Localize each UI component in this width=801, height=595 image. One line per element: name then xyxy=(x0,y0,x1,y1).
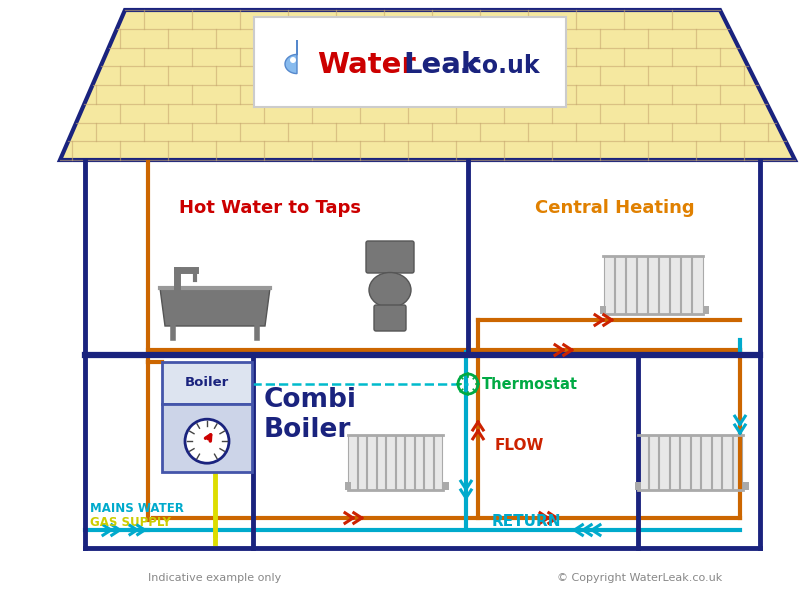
Bar xyxy=(648,256,658,314)
Bar xyxy=(367,434,376,490)
Bar xyxy=(743,481,748,490)
Bar xyxy=(626,256,636,314)
Bar xyxy=(442,481,449,490)
Bar xyxy=(703,306,709,314)
Text: Indicative example only: Indicative example only xyxy=(148,573,282,583)
Text: .co.uk: .co.uk xyxy=(460,54,541,78)
Text: Leak: Leak xyxy=(403,51,481,79)
Bar xyxy=(649,434,658,490)
Ellipse shape xyxy=(369,273,411,308)
Bar xyxy=(600,306,606,314)
Text: Combi: Combi xyxy=(264,387,357,413)
FancyBboxPatch shape xyxy=(254,17,566,107)
Bar xyxy=(701,434,710,490)
Bar xyxy=(682,256,691,314)
Bar xyxy=(722,434,731,490)
Text: Central Heating: Central Heating xyxy=(535,199,694,217)
Bar xyxy=(692,256,702,314)
Circle shape xyxy=(290,57,296,63)
Polygon shape xyxy=(285,40,297,74)
Bar xyxy=(376,434,385,490)
Bar xyxy=(638,434,647,490)
Bar xyxy=(162,404,252,472)
Bar xyxy=(659,256,669,314)
Text: MAINS WATER: MAINS WATER xyxy=(90,502,184,515)
Bar xyxy=(670,256,680,314)
Bar xyxy=(433,434,442,490)
Polygon shape xyxy=(160,288,270,326)
Bar xyxy=(634,481,641,490)
Bar xyxy=(386,434,395,490)
Bar xyxy=(603,256,614,314)
Text: Hot Water to Taps: Hot Water to Taps xyxy=(179,199,361,217)
Bar xyxy=(711,434,721,490)
Bar xyxy=(680,434,690,490)
Text: Thermostat: Thermostat xyxy=(482,377,578,392)
Polygon shape xyxy=(60,10,795,160)
Bar xyxy=(405,434,413,490)
Bar xyxy=(659,434,669,490)
Bar xyxy=(396,434,404,490)
Circle shape xyxy=(185,419,229,463)
Text: Water: Water xyxy=(317,51,416,79)
Text: RETURN: RETURN xyxy=(492,515,562,530)
Bar xyxy=(348,434,356,490)
Text: Boiler: Boiler xyxy=(185,375,229,389)
Bar xyxy=(162,362,252,404)
FancyBboxPatch shape xyxy=(366,241,414,273)
Text: Boiler: Boiler xyxy=(264,417,352,443)
Bar xyxy=(614,256,625,314)
Text: © Copyright WaterLeak.co.uk: © Copyright WaterLeak.co.uk xyxy=(557,573,723,583)
Bar xyxy=(690,434,700,490)
Bar xyxy=(357,434,366,490)
Bar xyxy=(637,256,647,314)
Bar xyxy=(414,434,423,490)
FancyBboxPatch shape xyxy=(374,305,406,331)
Text: FLOW: FLOW xyxy=(495,437,545,453)
Text: GAS SUPPLY: GAS SUPPLY xyxy=(90,515,171,528)
Bar xyxy=(424,434,433,490)
Bar xyxy=(732,434,742,490)
Bar xyxy=(344,481,351,490)
Bar xyxy=(670,434,679,490)
